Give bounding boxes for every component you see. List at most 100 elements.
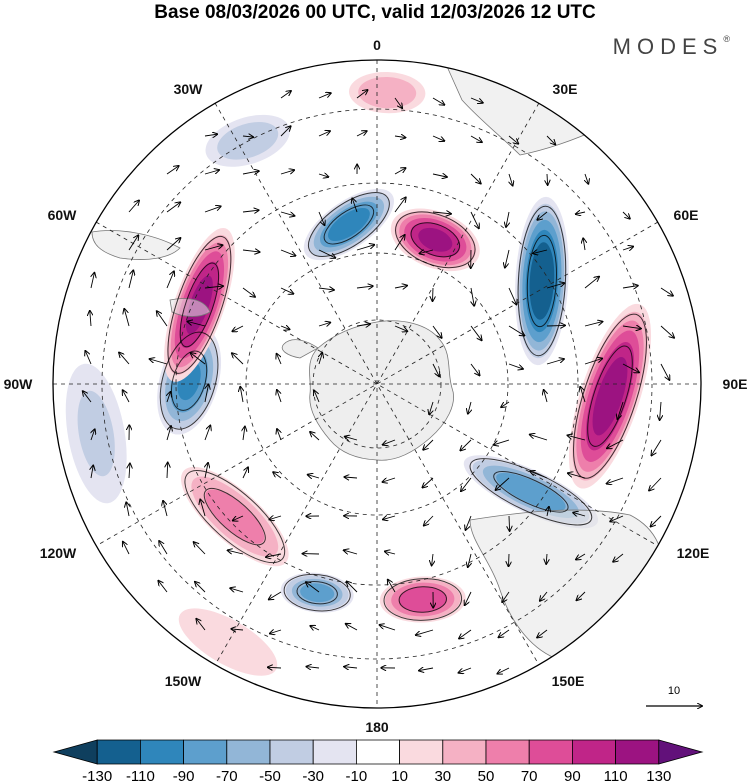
wind-vector-arrow [157,311,168,327]
wind-vector-arrow [188,322,206,327]
lon-label-150w: 150W [165,673,202,689]
wind-vector-arrow [584,277,599,289]
anomaly-contour-fill [496,472,566,511]
streamline [398,586,447,613]
wind-vector-arrow [232,353,244,365]
wind-vector-arrow [280,212,294,216]
wind-vector-arrow [432,553,433,565]
lon-label-120e: 120E [677,545,710,561]
streamline [587,345,633,447]
wind-vector-arrow [232,325,244,331]
wind-vector-arrow [269,516,282,520]
wind-vector-arrow [496,477,510,490]
wind-vector-arrow [307,667,320,668]
wind-vector-arrow [318,93,331,99]
wind-vector-arrow [429,401,433,414]
wind-vector-arrow [433,287,434,301]
wind-vector-arrow [394,286,407,288]
wind-vector-arrow [318,131,330,137]
wind-vector-arrow [194,542,206,555]
streamline [526,234,557,328]
wind-vector-arrow [470,97,483,103]
anomaly-contour-fill [592,357,628,436]
wind-vector-arrow [583,238,585,251]
wind-vector-arrow [568,473,586,479]
wind-vector-arrow [547,507,549,517]
colorbar-swatch [312,739,357,765]
wind-vector-arrow [128,235,138,251]
wind-vector-arrow [546,359,564,365]
wind-vector-arrow [470,135,482,142]
wind-vector-arrow [191,353,206,365]
anomaly-contour-fill [418,227,453,252]
wind-vector-arrow [306,582,320,593]
colorbar-swatch [485,739,530,765]
colorbar-swatch [52,739,98,765]
map-boundary [52,59,702,709]
wind-vector-arrow [90,311,91,327]
wind-vector-arrow [166,426,171,441]
wind-vector-arrow [471,287,474,306]
wind-vector-arrow [530,471,548,479]
wind-vector-arrow [270,630,282,634]
wind-vector-arrow [204,206,221,213]
wind-vector-arrow [385,551,396,554]
colorbar-tick-label: -30 [302,768,324,783]
wind-vector-arrow [622,247,633,250]
wind-vector-arrow [468,553,471,567]
wind-vector-arrow [618,401,624,419]
longitude-labels: 0 30E 60E 90E 120E 150E 180 150W 120W 90… [4,37,748,735]
wind-vector-arrow [394,97,402,108]
wind-vector-arrow [470,325,482,340]
wind-vector-arrow [461,477,472,491]
wind-vector-arrow [577,591,586,600]
wind-vector-arrow [129,464,130,479]
wind-vector-arrow [204,170,219,175]
wind-vector-arrow [470,211,479,228]
lon-label-180: 180 [365,719,389,735]
colorbar-tick-label: 110 [604,768,628,783]
colorbar-tick-label: -110 [126,768,155,783]
wind-vector-arrow [576,212,586,214]
wind-vector-arrow [356,131,367,137]
wind-vector-arrow [394,235,405,251]
wind-vector-arrow [242,210,259,212]
wind-vector-arrow [502,591,510,602]
wind-vector-arrow [576,553,586,560]
streamline [308,192,390,257]
wind-vector-arrow [416,629,434,635]
wind-vector-arrow [352,199,358,213]
wind-vector-arrow [345,477,358,478]
wind-vector-arrow [537,211,548,220]
wind-vector-arrow [508,135,518,144]
wind-vector-arrow [509,515,510,531]
wind-vector-arrow [318,174,328,177]
wind-vector-arrow [356,245,374,251]
wind-vector-arrow [660,363,669,380]
wind-vector-arrow [280,287,293,294]
streamlines [159,192,647,621]
wind-vector-arrow [204,426,210,441]
wind-vector-arrow [163,501,168,517]
wind-vector-arrow [205,463,208,479]
wind-vector-arrow [432,97,444,105]
wind-vector-arrow [607,477,624,484]
wind-vector-arrow [356,90,368,99]
wind-vector-arrow [280,91,291,99]
wind-vectors [83,90,674,674]
colorbar-swatch [528,739,573,765]
wind-vector-arrow [347,582,358,593]
wind-vector-arrow [573,513,586,516]
colorbar-swatch [442,739,487,765]
wind-vector-arrow [277,390,282,403]
wind-vector-arrow [383,439,396,445]
wind-vector-arrow [468,401,471,414]
colorbar-tick-label: -90 [173,768,195,783]
colorbar-tick-label: -10 [346,768,368,783]
wind-vector-arrow [580,387,586,403]
wind-vector-arrow [544,390,547,403]
streamline [296,581,338,605]
wind-vector-arrow [167,463,168,479]
wind-vector-arrow [509,553,510,566]
wind-vector-arrow [660,325,674,338]
